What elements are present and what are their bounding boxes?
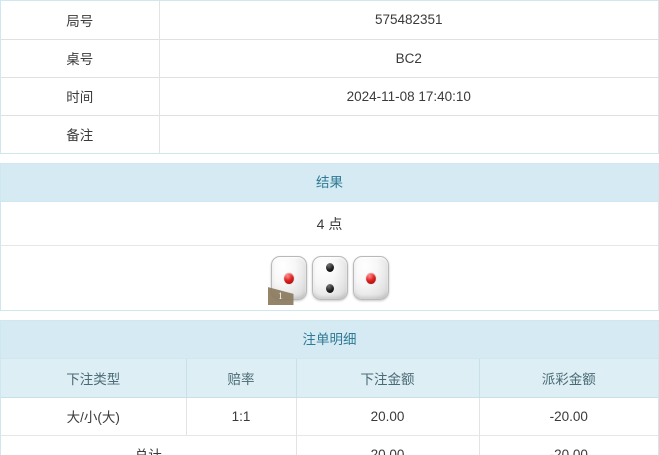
round-info-panel: 局号 575482351 桌号 BC2 时间 2024-11-08 17:40:… [0,0,659,154]
bet-detail-heading: 注单明细 [1,321,658,359]
cell-bet-type: 大/小(大) [1,397,187,436]
cell-payout-amount: -20.00 [479,397,658,436]
cell-bet-amount: 20.00 [296,397,480,436]
info-value-round-no: 575482351 [374,12,443,28]
result-heading: 结果 [1,164,658,202]
info-value-time: 2024-11-08 17:40:10 [159,76,658,115]
result-points: 4 点 [1,202,658,246]
panel-spacer [0,154,659,163]
table-total-row: 总计 20.00 -20.00 [1,435,658,455]
info-label-round-no: 局号 [1,1,160,39]
column-header-odds: 赔率 [186,359,297,398]
table-header-row: 下注类型 赔率 下注金额 派彩金额 [1,359,658,398]
table-row: 桌号 BC2 [1,38,658,77]
round-info-table: 局号 575482351 桌号 BC2 时间 2024-11-08 17:40:… [1,1,658,153]
bet-detail-table: 下注类型 赔率 下注金额 派彩金额 大/小(大) 1:1 20.00 -20.0… [1,359,658,455]
die-3 [352,256,389,300]
die-pip [325,263,334,272]
column-header-bet-amount: 下注金额 [296,359,480,398]
dice-row: 1 [1,246,658,310]
table-row: 备注 [1,114,658,153]
panel-spacer [0,311,659,320]
cell-total-label: 总计 [1,435,297,455]
info-value-remark [159,114,658,153]
die-1: 1 [267,256,307,305]
die-info-badge[interactable]: 1 [267,287,294,305]
table-row: 时间 2024-11-08 17:40:10 [1,76,658,115]
die-pip [283,272,294,284]
cell-total-payout: -20.00 [479,435,658,455]
die-2 [311,256,348,300]
bet-detail-panel: 注单明细 下注类型 赔率 下注金额 派彩金额 大/小(大) 1:1 20.00 … [0,320,659,455]
info-value-table-no: BC2 [159,38,658,77]
info-label-time: 时间 [1,76,160,115]
table-row: 局号 575482351 [1,1,658,39]
table-row: 大/小(大) 1:1 20.00 -20.00 [1,397,658,436]
column-header-bet-type: 下注类型 [1,359,187,398]
die-pip [365,272,376,284]
result-panel: 结果 4 点 1 [0,163,659,311]
info-label-table-no: 桌号 [1,38,160,77]
column-header-payout-amount: 派彩金额 [479,359,658,398]
die-pip [325,284,334,293]
cell-odds: 1:1 [186,397,297,436]
info-label-remark: 备注 [1,114,160,153]
cell-total-amount: 20.00 [296,435,480,455]
